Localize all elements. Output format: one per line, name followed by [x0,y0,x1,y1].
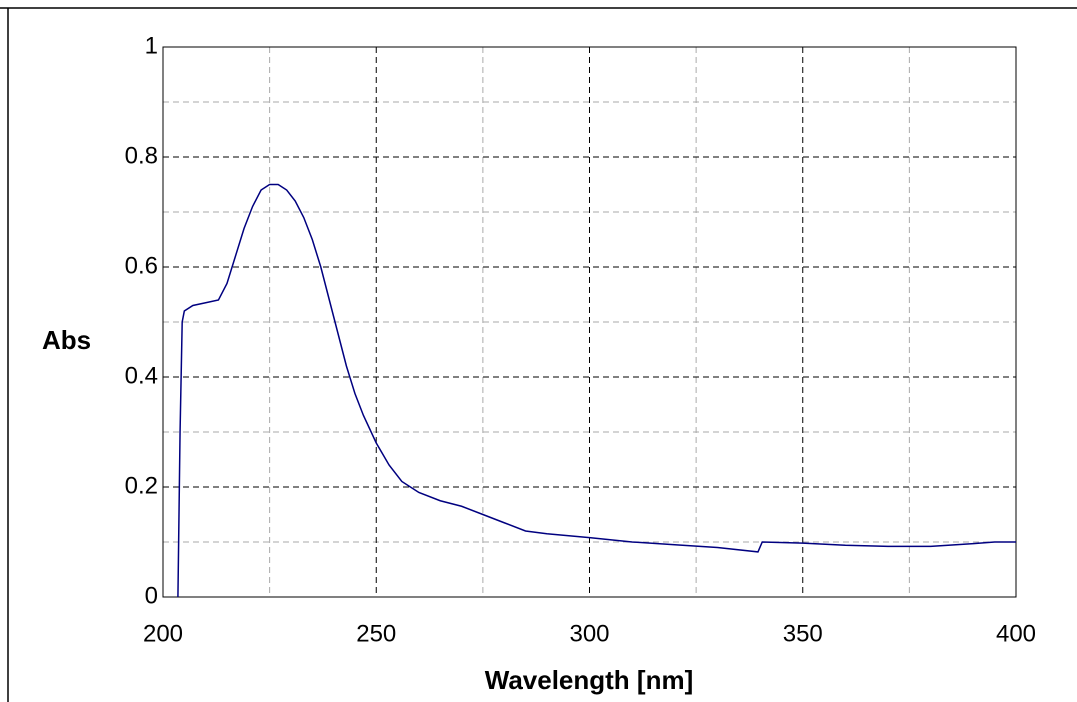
y-tick-label: 0.6 [125,252,158,279]
x-tick-label: 400 [996,620,1036,647]
x-tick-label: 200 [143,620,183,647]
y-axis-label: Abs [42,325,91,355]
data-line [177,183,1016,598]
x-tick-label: 300 [569,620,609,647]
y-tick-label: 0.2 [125,472,158,499]
x-tick-label: 250 [356,620,396,647]
y-tick-label: 0.4 [125,362,158,389]
y-tick-label: 0 [145,582,158,609]
x-tick-label: 350 [783,620,823,647]
plot-frame [162,46,1017,598]
y-tick-label: 0.8 [125,142,158,169]
y-tick-label: 1 [145,32,158,59]
grid [162,46,1017,598]
x-axis-label: Wavelength [nm] [485,665,693,695]
